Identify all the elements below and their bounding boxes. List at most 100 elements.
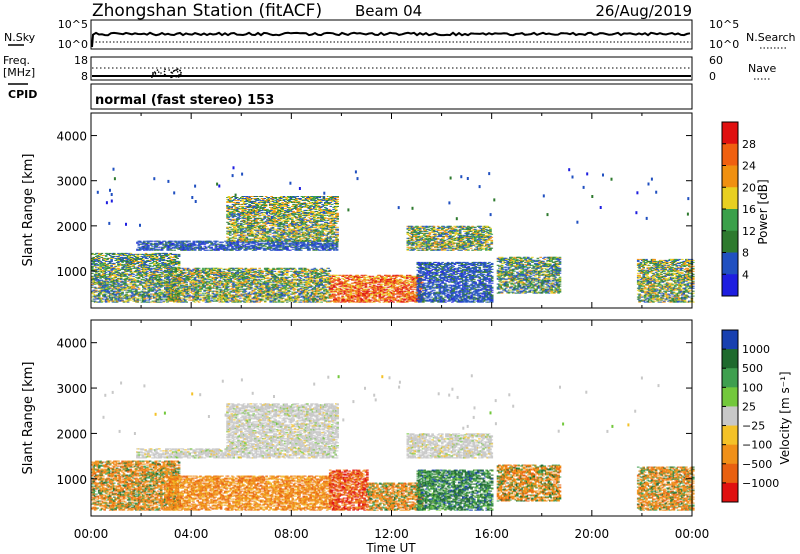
- heatmap-cell: [121, 261, 124, 262]
- heatmap-cell: [138, 288, 141, 289]
- heatmap-cell: [99, 255, 102, 256]
- noise-panel: N.Sky 10^5 10^0 10^5 10^0 N.Search: [4, 18, 796, 51]
- heatmap-cell: [121, 253, 124, 254]
- heatmap-cell: [127, 286, 130, 287]
- heatmap-cell: [120, 297, 123, 298]
- heatmap-cell: [120, 279, 123, 280]
- heatmap-cell: [116, 289, 119, 290]
- heatmap-cell: [124, 269, 127, 270]
- heatmap-cell: [130, 268, 133, 269]
- heatmap-cell: [128, 288, 131, 289]
- heatmap-cell: [103, 262, 106, 263]
- heatmap-cell: [102, 270, 105, 271]
- heatmap-cell: [112, 289, 115, 290]
- heatmap-cell: [120, 277, 123, 278]
- heatmap-cell: [141, 285, 144, 286]
- heatmap-cell: [117, 287, 120, 288]
- heatmap-cell: [103, 267, 106, 268]
- heatmap-cell: [137, 263, 140, 264]
- heatmap-cell: [108, 301, 111, 302]
- heatmap-cell: [106, 300, 109, 301]
- heatmap-cell: [92, 279, 95, 280]
- heatmap-cell: [130, 261, 133, 262]
- heatmap-cell: [130, 300, 133, 301]
- heatmap-cell: [139, 292, 142, 293]
- heatmap-cell: [123, 260, 126, 261]
- heatmap-cell: [135, 286, 138, 287]
- heatmap-cell: [146, 293, 149, 294]
- heatmap-cell: [106, 290, 109, 291]
- heatmap-cell: [124, 265, 127, 266]
- heatmap-cell: [131, 288, 134, 289]
- heatmap-cell: [105, 301, 108, 302]
- heatmap-cell: [143, 293, 146, 294]
- heatmap-cell: [125, 294, 128, 295]
- heatmap-cell: [117, 292, 120, 293]
- heatmap-cell: [130, 264, 133, 265]
- heatmap-cell: [139, 300, 142, 301]
- heatmap-cell: [124, 281, 127, 282]
- heatmap-cell: [98, 259, 101, 260]
- heatmap-cell: [101, 288, 104, 289]
- heatmap-cell: [137, 258, 140, 259]
- heatmap-cell: [130, 284, 133, 285]
- heatmap-cell: [103, 284, 106, 285]
- heatmap-cell: [110, 266, 113, 267]
- heatmap-cell: [101, 298, 104, 299]
- heatmap-cell: [108, 271, 111, 272]
- noise-sky-series: [92, 33, 690, 47]
- heatmap-cell: [92, 263, 95, 264]
- heatmap-cell: [117, 293, 120, 294]
- heatmap-cell: [113, 268, 116, 269]
- heatmap-cell: [114, 270, 117, 271]
- heatmap-cell: [98, 274, 101, 275]
- heatmap-cell: [94, 258, 97, 259]
- heatmap-cell: [138, 278, 141, 279]
- noise-right-tick-bottom: 10^0: [709, 38, 739, 51]
- heatmap-cell: [125, 260, 128, 261]
- heatmap-cell: [105, 274, 108, 275]
- heatmap-cell: [127, 296, 130, 297]
- heatmap-cell: [114, 258, 117, 259]
- heatmap-cell: [127, 302, 130, 303]
- heatmap-cell: [124, 275, 127, 276]
- heatmap-cell: [134, 264, 137, 265]
- heatmap-cell: [130, 253, 133, 254]
- heatmap-cell: [99, 286, 102, 287]
- heatmap-cell: [102, 255, 105, 256]
- heatmap-cell: [121, 282, 124, 283]
- heatmap-cell: [137, 302, 140, 303]
- heatmap-cell: [101, 280, 104, 281]
- heatmap-cell: [132, 287, 135, 288]
- heatmap-cell: [105, 294, 108, 295]
- heatmap-cell: [143, 297, 146, 298]
- heatmap-cell: [125, 258, 128, 259]
- heatmap-cell: [103, 295, 106, 296]
- heatmap-cell: [98, 260, 101, 261]
- nave-dip-point: [164, 69, 166, 71]
- heatmap-cell: [127, 281, 130, 282]
- heatmap-cell: [120, 287, 123, 288]
- heatmap-cell: [114, 295, 117, 296]
- heatmap-cell: [132, 263, 135, 264]
- heatmap-cell: [114, 296, 117, 297]
- heatmap-cell: [121, 262, 124, 263]
- heatmap-cell: [142, 254, 145, 255]
- heatmap-cell: [116, 271, 119, 272]
- heatmap-cell: [99, 265, 102, 266]
- heatmap-cell: [145, 282, 148, 283]
- heatmap-cell: [94, 265, 97, 266]
- heatmap-cell: [109, 274, 112, 275]
- heatmap-cell: [127, 271, 130, 272]
- heatmap-cell: [121, 301, 124, 302]
- heatmap-cell: [125, 285, 128, 286]
- heatmap-cell: [98, 273, 101, 274]
- heatmap-cell: [97, 255, 100, 256]
- heatmap-cell: [106, 287, 109, 288]
- heatmap-cell: [114, 275, 117, 276]
- heatmap-cell: [105, 270, 108, 271]
- heatmap-cell: [95, 278, 98, 279]
- heatmap-cell: [119, 273, 122, 274]
- heatmap-cell: [94, 264, 97, 265]
- heatmap-cell: [120, 286, 123, 287]
